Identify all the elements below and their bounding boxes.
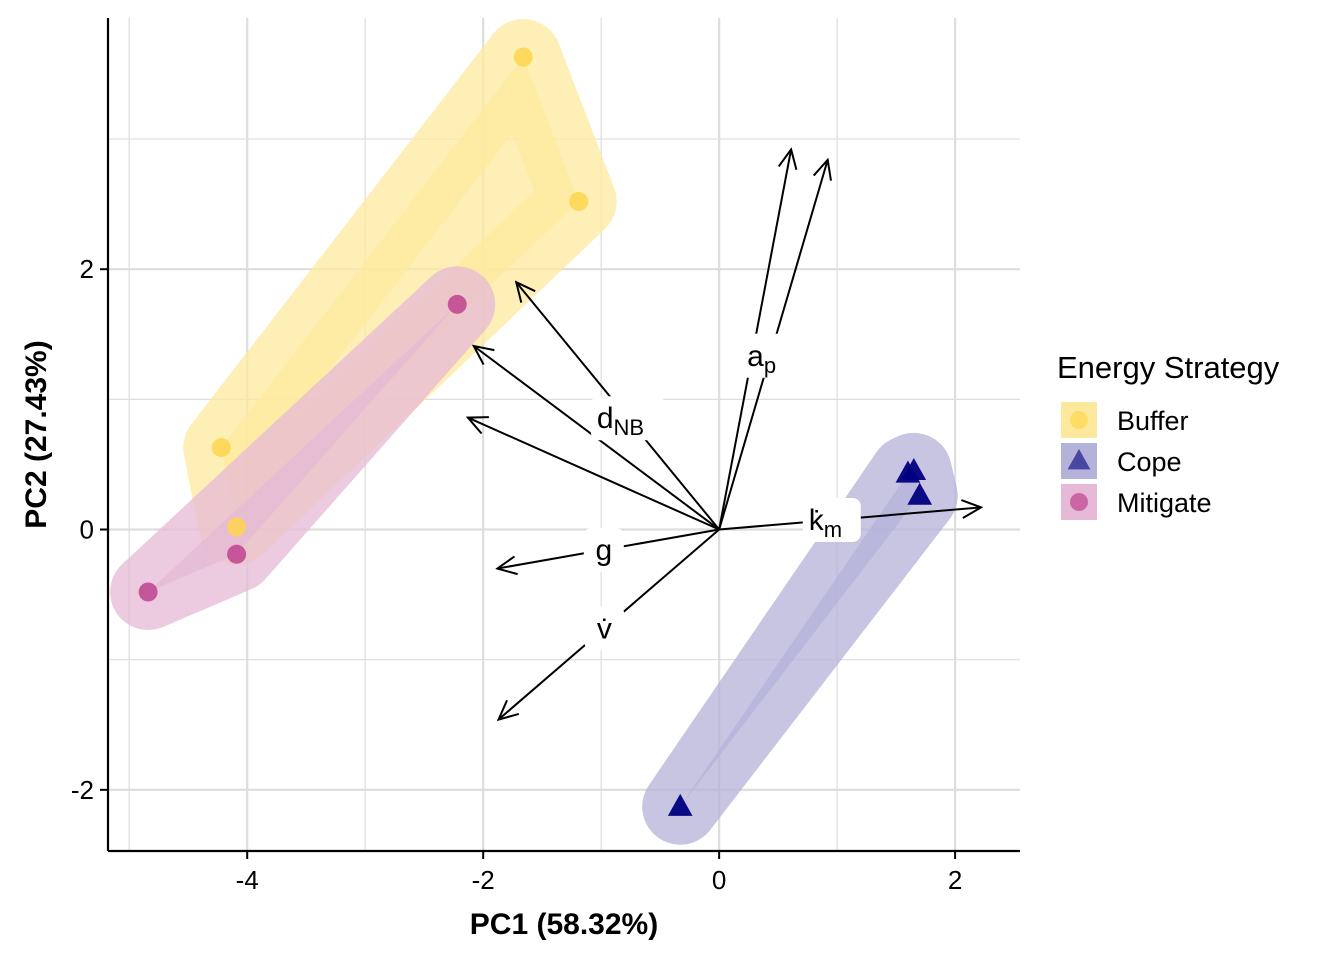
group-hulls bbox=[110, 19, 958, 845]
vector-label-text: v̇ bbox=[597, 612, 612, 645]
point-cope bbox=[895, 460, 921, 483]
point-buffer bbox=[227, 517, 247, 537]
loading-labels: ap k̇m dNB g v̇ bbox=[583, 333, 861, 651]
hull-cope bbox=[642, 432, 958, 845]
legend-item-mitigate: Mitigate bbox=[1061, 484, 1212, 520]
legend-item-cope: Cope bbox=[1061, 443, 1182, 479]
vector-label-v: v̇ bbox=[584, 606, 625, 651]
legend-label: Mitigate bbox=[1117, 488, 1212, 518]
point-cope bbox=[907, 482, 933, 505]
vector-label-d_NB: dNB bbox=[590, 396, 665, 441]
vector-label-text: g bbox=[595, 534, 612, 567]
vector-label-bg bbox=[741, 333, 800, 378]
legend: Energy Strategy Buffer Cope Mitigate bbox=[1057, 350, 1280, 520]
legend-item-buffer: Buffer bbox=[1061, 402, 1189, 438]
vector-label-text: dNB bbox=[597, 402, 644, 440]
point-mitigate bbox=[138, 582, 158, 602]
vector-label-a_p_2: ap bbox=[741, 333, 800, 378]
vector-label-text: ap bbox=[747, 340, 776, 378]
legend-label: Buffer bbox=[1117, 406, 1189, 436]
legend-marker bbox=[1070, 411, 1088, 429]
vector-label-text: k̇m bbox=[809, 504, 842, 542]
x-tick-label: 2 bbox=[948, 865, 962, 895]
y-axis-title: PC2 (27.43%) bbox=[20, 340, 53, 528]
point-buffer bbox=[211, 438, 231, 458]
x-tick-label: 0 bbox=[712, 865, 726, 895]
point-buffer bbox=[513, 47, 533, 67]
point-buffer bbox=[569, 192, 589, 212]
point-mitigate bbox=[227, 544, 247, 564]
vector-label-k_m: k̇m bbox=[802, 497, 861, 542]
legend-marker bbox=[1067, 449, 1091, 470]
vector-label-bg bbox=[590, 396, 665, 441]
vector-label-bg bbox=[584, 606, 625, 651]
point-mitigate bbox=[447, 294, 467, 314]
x-axis-title: PC1 (58.32%) bbox=[470, 908, 658, 941]
data-points bbox=[138, 47, 933, 816]
point-cope bbox=[667, 793, 693, 816]
axes: -4 -2 0 2 -2 0 2 bbox=[71, 18, 1020, 895]
y-tick-label: 2 bbox=[80, 254, 94, 284]
y-tick-label: -2 bbox=[71, 775, 94, 805]
legend-label: Cope bbox=[1117, 447, 1182, 477]
hull-mitigate bbox=[110, 266, 496, 630]
vector-label-bg bbox=[583, 527, 624, 572]
x-tick-label: -4 bbox=[236, 865, 259, 895]
vector-sub bbox=[468, 418, 720, 531]
vector-label-bg bbox=[802, 497, 861, 542]
legend-marker bbox=[1070, 493, 1088, 511]
legend-title: Energy Strategy bbox=[1057, 350, 1280, 385]
vector-label-g: g bbox=[583, 527, 624, 572]
y-tick-label: 0 bbox=[80, 515, 94, 545]
x-tick-label: -2 bbox=[472, 865, 495, 895]
